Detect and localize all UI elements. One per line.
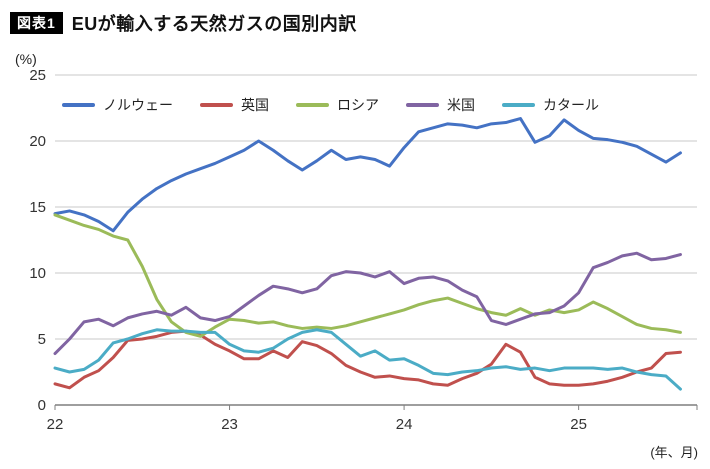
svg-text:25: 25: [570, 416, 587, 433]
legend-swatch-qatar: [502, 103, 535, 107]
legend-label-norway: ノルウェー: [103, 97, 173, 113]
svg-text:23: 23: [221, 416, 238, 433]
svg-text:22: 22: [47, 416, 64, 433]
svg-text:0: 0: [38, 397, 46, 414]
legend-item-us: 米国: [406, 95, 475, 115]
svg-text:5: 5: [38, 331, 46, 348]
legend-item-russia: ロシア: [296, 95, 379, 115]
legend: ノルウェー 英国 ロシア 米国 カタール: [62, 95, 599, 115]
legend-label-russia: ロシア: [337, 97, 379, 113]
legend-swatch-uk: [200, 103, 233, 107]
legend-label-uk: 英国: [241, 97, 269, 113]
legend-swatch-norway: [62, 103, 95, 107]
chart-header: 図表1 EUが輸入する天然ガスの国別内訳: [10, 10, 357, 36]
svg-text:24: 24: [396, 416, 413, 433]
svg-text:25: 25: [29, 67, 46, 84]
legend-swatch-us: [406, 103, 439, 107]
svg-text:10: 10: [29, 265, 46, 282]
legend-label-us: 米国: [447, 97, 475, 113]
x-axis-unit-label: (年、月): [650, 445, 698, 460]
legend-item-uk: 英国: [200, 95, 269, 115]
legend-swatch-russia: [296, 103, 329, 107]
y-axis-unit-label: (%): [15, 51, 37, 67]
chart-title: EUが輸入する天然ガスの国別内訳: [71, 14, 357, 34]
legend-item-qatar: カタール: [502, 95, 599, 115]
svg-text:20: 20: [29, 133, 46, 150]
legend-item-norway: ノルウェー: [62, 95, 173, 115]
legend-label-qatar: カタール: [543, 97, 599, 113]
svg-text:15: 15: [29, 199, 46, 216]
figure-number-badge: 図表1: [10, 12, 63, 34]
